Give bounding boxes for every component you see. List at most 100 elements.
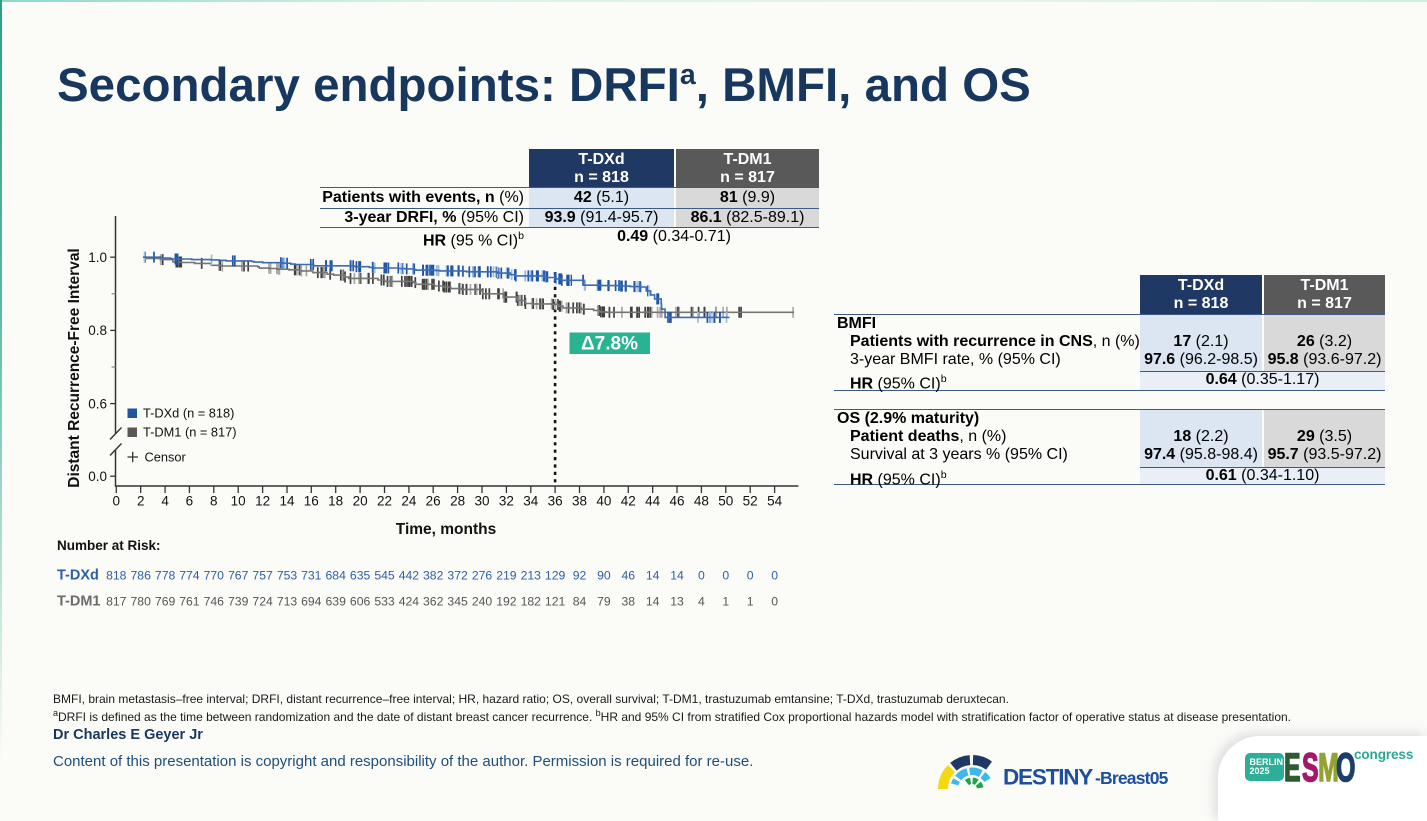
svg-text:50: 50 [718, 494, 733, 509]
svg-text:13: 13 [670, 595, 684, 609]
svg-text:44: 44 [645, 494, 661, 509]
svg-text:20: 20 [353, 494, 368, 509]
svg-text:533: 533 [374, 595, 395, 609]
svg-text:382: 382 [423, 569, 444, 583]
svg-text:0: 0 [747, 569, 754, 583]
svg-text:0: 0 [698, 569, 705, 583]
svg-text:48: 48 [694, 494, 709, 509]
svg-text:182: 182 [521, 595, 542, 609]
svg-text:818: 818 [106, 569, 127, 583]
svg-text:192: 192 [496, 595, 517, 609]
svg-text:4: 4 [161, 494, 169, 509]
svg-text:DESTINY: DESTINY [1003, 765, 1093, 790]
svg-text:817: 817 [106, 595, 127, 609]
svg-text:761: 761 [179, 595, 200, 609]
svg-text:O: O [1336, 749, 1355, 785]
svg-text:34: 34 [523, 494, 539, 509]
svg-text:0.6: 0.6 [88, 396, 107, 411]
svg-text:92: 92 [573, 569, 587, 583]
svg-text:18: 18 [328, 494, 343, 509]
svg-text:24: 24 [401, 494, 417, 509]
svg-text:46: 46 [622, 569, 636, 583]
svg-text:606: 606 [350, 595, 371, 609]
svg-text:769: 769 [155, 595, 176, 609]
svg-text:442: 442 [399, 569, 420, 583]
svg-text:10: 10 [231, 494, 246, 509]
svg-text:0: 0 [113, 494, 121, 509]
svg-text:780: 780 [131, 595, 152, 609]
svg-text:770: 770 [204, 569, 225, 583]
svg-text:12: 12 [255, 494, 270, 509]
svg-text:79: 79 [597, 595, 611, 609]
svg-text:213: 213 [521, 569, 542, 583]
svg-text:757: 757 [252, 569, 273, 583]
svg-text:739: 739 [228, 595, 249, 609]
svg-text:S: S [1302, 749, 1319, 785]
svg-text:14: 14 [279, 494, 295, 509]
svg-text:T-DXd: T-DXd [57, 568, 99, 584]
svg-text:684: 684 [326, 569, 347, 583]
svg-text:28: 28 [450, 494, 465, 509]
svg-text:4: 4 [698, 595, 705, 609]
svg-text:0: 0 [771, 595, 778, 609]
svg-text:Censor: Censor [145, 450, 187, 465]
svg-text:22: 22 [377, 494, 392, 509]
svg-text:778: 778 [155, 569, 176, 583]
svg-text:0.0: 0.0 [88, 469, 107, 484]
svg-text:0: 0 [771, 569, 778, 583]
svg-text:-Breast05: -Breast05 [1095, 768, 1169, 788]
svg-text:767: 767 [228, 569, 249, 583]
svg-text:54: 54 [767, 494, 783, 509]
svg-text:46: 46 [669, 494, 684, 509]
svg-text:Time, months: Time, months [396, 521, 496, 538]
svg-text:T-DM1 (n = 817): T-DM1 (n = 817) [143, 425, 237, 440]
svg-text:753: 753 [277, 569, 298, 583]
svg-text:38: 38 [572, 494, 587, 509]
svg-text:1: 1 [747, 595, 754, 609]
svg-text:26: 26 [426, 494, 441, 509]
svg-text:40: 40 [596, 494, 611, 509]
svg-text:M: M [1318, 749, 1339, 785]
svg-text:Number at Risk:: Number at Risk: [57, 538, 161, 553]
svg-text:121: 121 [545, 595, 566, 609]
svg-text:746: 746 [204, 595, 225, 609]
svg-text:84: 84 [573, 595, 587, 609]
svg-text:786: 786 [131, 569, 152, 583]
svg-text:731: 731 [301, 569, 322, 583]
svg-text:774: 774 [179, 569, 200, 583]
svg-text:0: 0 [722, 569, 729, 583]
svg-text:14: 14 [646, 569, 660, 583]
svg-text:8: 8 [210, 494, 218, 509]
svg-text:276: 276 [472, 569, 493, 583]
svg-text:424: 424 [399, 595, 420, 609]
svg-text:240: 240 [472, 595, 493, 609]
svg-text:36: 36 [548, 494, 563, 509]
svg-text:Δ7.8%: Δ7.8% [581, 334, 638, 355]
svg-text:52: 52 [743, 494, 758, 509]
svg-text:14: 14 [646, 595, 660, 609]
svg-text:219: 219 [496, 569, 517, 583]
svg-text:2: 2 [137, 494, 145, 509]
svg-text:38: 38 [622, 595, 636, 609]
svg-text:0.8: 0.8 [88, 323, 107, 338]
svg-text:32: 32 [499, 494, 514, 509]
svg-text:6: 6 [186, 494, 194, 509]
svg-text:635: 635 [350, 569, 371, 583]
svg-text:30: 30 [474, 494, 489, 509]
svg-text:E: E [1284, 749, 1301, 785]
svg-text:639: 639 [326, 595, 347, 609]
svg-text:724: 724 [252, 595, 273, 609]
svg-text:T-DM1: T-DM1 [57, 594, 101, 610]
svg-text:545: 545 [374, 569, 395, 583]
svg-text:16: 16 [304, 494, 319, 509]
svg-text:Distant Recurrence-Free Interv: Distant Recurrence-Free Interval [66, 248, 83, 487]
svg-text:372: 372 [447, 569, 468, 583]
svg-text:362: 362 [423, 595, 444, 609]
svg-text:694: 694 [301, 595, 322, 609]
svg-text:14: 14 [670, 569, 684, 583]
svg-text:713: 713 [277, 595, 298, 609]
svg-text:129: 129 [545, 569, 566, 583]
svg-text:345: 345 [447, 595, 468, 609]
svg-text:42: 42 [621, 494, 636, 509]
svg-text:1: 1 [722, 595, 729, 609]
